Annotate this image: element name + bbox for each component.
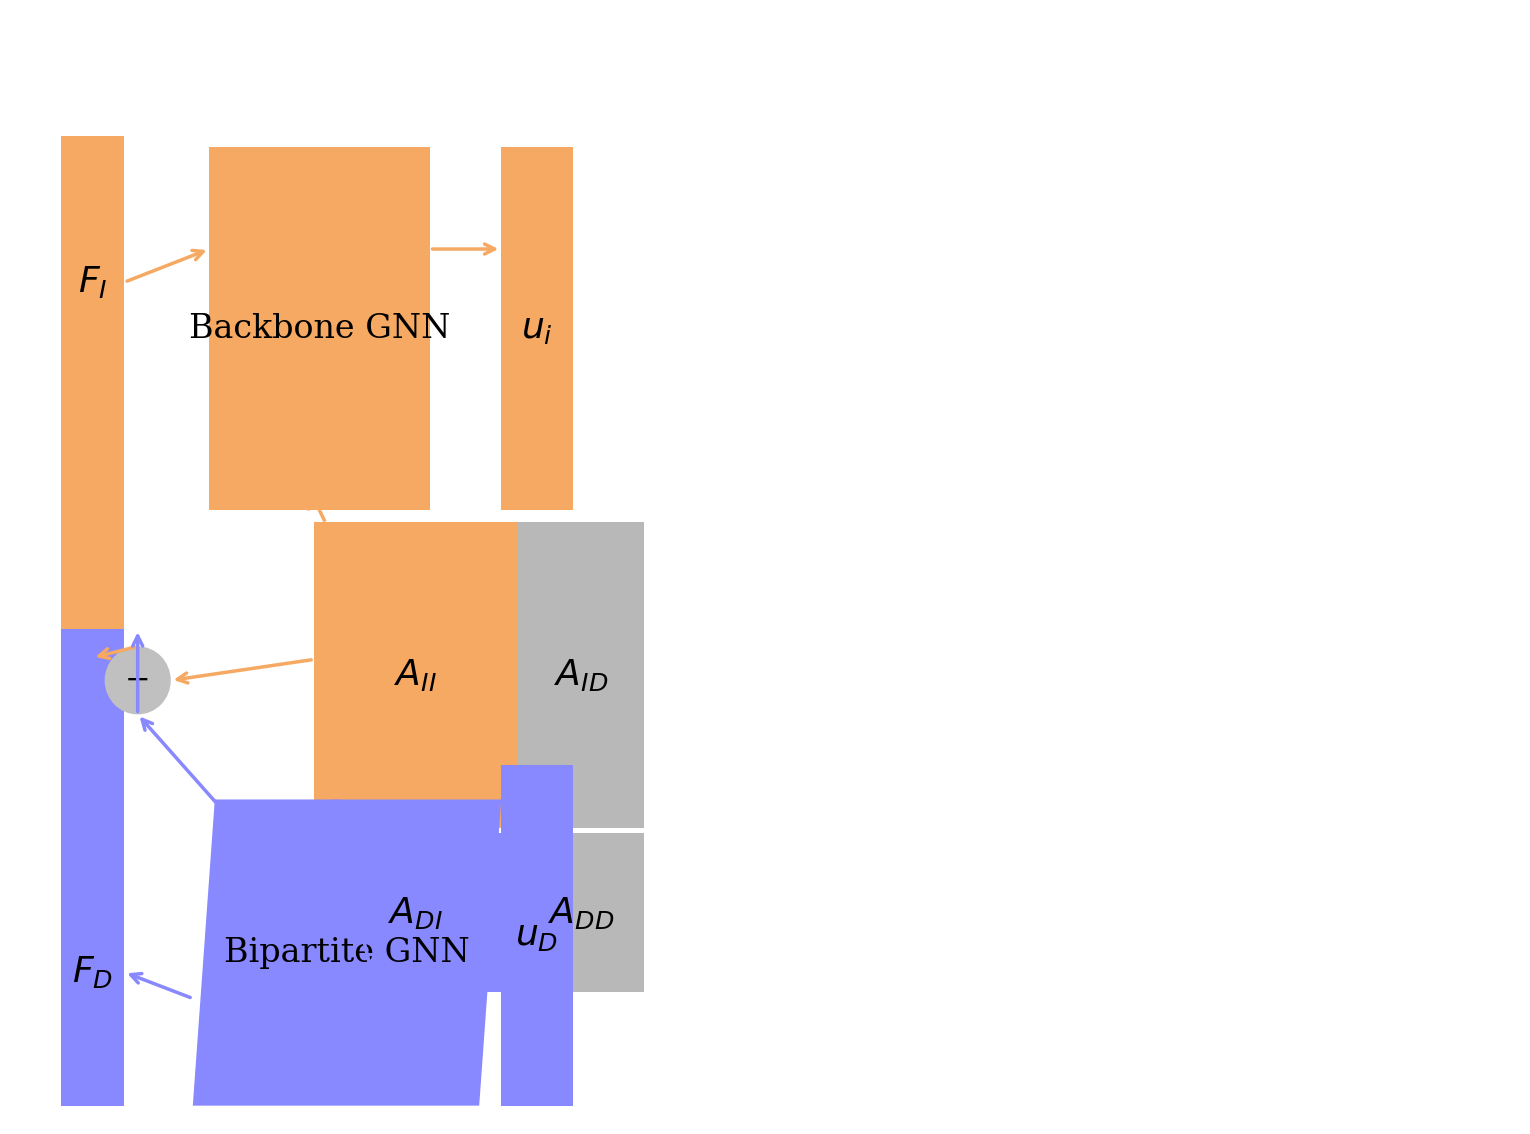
Text: Backbone GNN: Backbone GNN <box>188 313 450 345</box>
Text: $u_D$: $u_D$ <box>516 919 558 953</box>
FancyBboxPatch shape <box>314 522 517 828</box>
FancyBboxPatch shape <box>502 147 572 510</box>
FancyBboxPatch shape <box>314 833 517 992</box>
Text: $A_{DD}$: $A_{DD}$ <box>548 895 614 931</box>
FancyBboxPatch shape <box>61 629 124 1106</box>
Text: $A_{ID}$: $A_{ID}$ <box>554 657 609 693</box>
FancyBboxPatch shape <box>210 147 430 510</box>
Text: +: + <box>125 666 150 695</box>
FancyBboxPatch shape <box>517 522 644 828</box>
FancyBboxPatch shape <box>61 136 124 658</box>
FancyBboxPatch shape <box>502 765 572 1106</box>
Polygon shape <box>193 799 502 1106</box>
Circle shape <box>104 646 171 714</box>
Text: $F_I$: $F_I$ <box>78 264 107 301</box>
FancyBboxPatch shape <box>517 833 644 992</box>
Text: $u_i$: $u_i$ <box>522 312 552 346</box>
Text: $A_{II}$: $A_{II}$ <box>395 657 438 693</box>
Text: $A_{DI}$: $A_{DI}$ <box>389 895 444 931</box>
Text: $F_D$: $F_D$ <box>72 955 113 990</box>
Text: Bipartite GNN: Bipartite GNN <box>223 937 470 968</box>
